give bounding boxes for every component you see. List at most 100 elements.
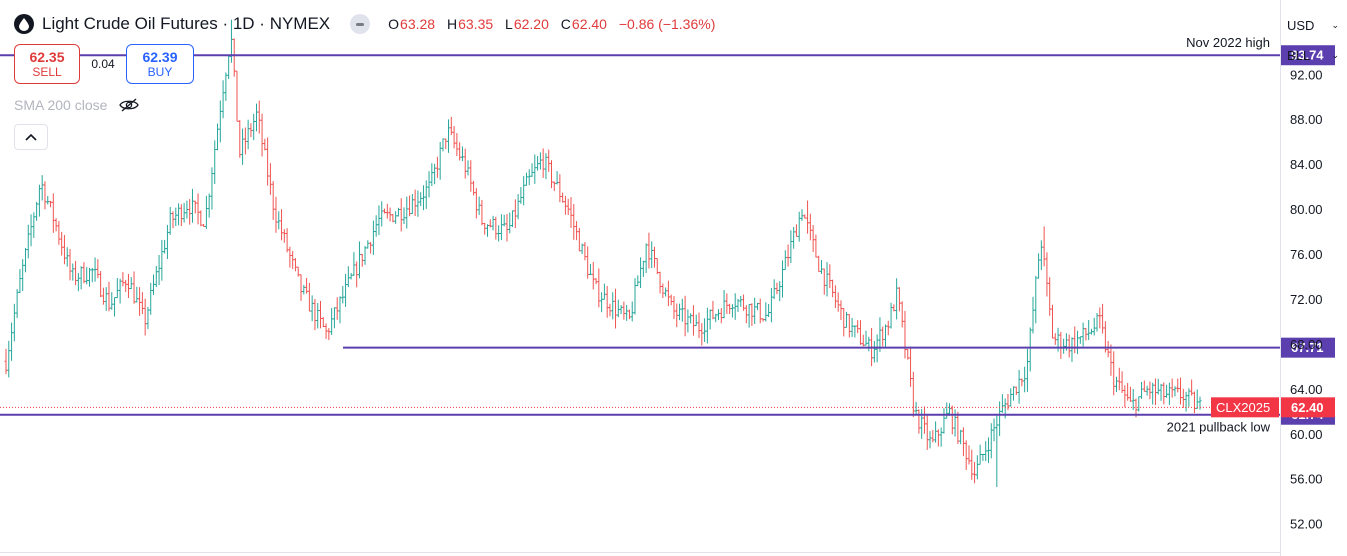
ohlc-bar — [1115, 376, 1119, 392]
ohlc-bar — [302, 285, 306, 295]
ohlc-bar — [697, 312, 701, 339]
unit-dropdown[interactable]: BLL ⌄ — [1283, 44, 1343, 66]
y-tick-label: 64.00 — [1290, 382, 1323, 397]
ohlc-bar — [257, 100, 261, 134]
ohlc-bar — [21, 259, 25, 291]
ohlc-bar — [1151, 382, 1155, 405]
ohlc-bar — [238, 120, 242, 158]
trade-panel: 62.35 SELL 0.04 62.39 BUY — [14, 44, 194, 84]
ohlc-bar — [675, 303, 679, 328]
currency-dropdown[interactable]: USD ⌄ — [1283, 14, 1343, 36]
ohlc-bar — [1048, 277, 1052, 316]
ohlc-bar — [282, 229, 286, 243]
ohlc-bar — [266, 137, 270, 186]
ohlc-bar — [452, 126, 456, 149]
ohlc-bar — [636, 275, 640, 287]
ohlc-bar — [327, 328, 331, 341]
ohlc-bar — [845, 311, 849, 328]
ohlc-bar — [213, 140, 217, 184]
ohlc-bar — [254, 103, 258, 132]
ohlc-bar — [747, 304, 751, 328]
ohlc-bar — [296, 266, 300, 277]
ohlc-bar — [491, 215, 495, 231]
ohlc-bar — [252, 113, 256, 141]
ohlc-bar — [917, 409, 921, 434]
ohlc-bar — [10, 322, 14, 361]
ohlc-bar — [121, 272, 125, 287]
ohlc-bar — [886, 320, 890, 336]
ohlc-bar — [772, 279, 776, 300]
y-tick-label: 68.00 — [1290, 337, 1323, 352]
ohlc-bar — [1167, 382, 1171, 406]
ohlc-bar — [224, 72, 228, 101]
ohlc-bar — [18, 269, 22, 294]
ohlc-bar — [85, 267, 89, 285]
ohlc-bar — [858, 320, 862, 345]
spread-value: 0.04 — [91, 57, 115, 71]
ohlc-bar — [497, 225, 501, 242]
ohlc-bar — [516, 193, 520, 220]
ohlc-bar — [583, 242, 587, 261]
ohlc-bar — [291, 250, 295, 269]
ohlc-bar — [689, 313, 693, 324]
ohlc-bar — [1045, 252, 1049, 297]
ohlc-bar — [62, 235, 66, 265]
ohlc-bar — [380, 201, 384, 227]
sma-label[interactable]: SMA 200 close — [14, 97, 108, 113]
ohlc-bar — [828, 264, 832, 289]
eye-hidden-icon[interactable] — [119, 97, 140, 113]
symbol-title[interactable]: Light Crude Oil Futures · 1D · NYMEX — [42, 14, 331, 33]
ohlc-bar — [104, 287, 108, 311]
ohlc-bar — [911, 371, 915, 417]
ohlc-bar — [185, 200, 189, 219]
ohlc-bar — [90, 267, 94, 283]
ohlc-bar — [1025, 348, 1029, 392]
ohlc-bar — [600, 292, 604, 313]
ohlc-bar — [547, 149, 551, 172]
ohlc-bar — [825, 262, 829, 297]
sell-price: 62.35 — [29, 48, 65, 65]
ohlc-bar — [936, 429, 940, 447]
ohlc-bar — [1095, 312, 1099, 332]
ohlc-bar — [138, 287, 142, 316]
ohlc-bar — [1179, 377, 1183, 405]
ohlc-bar — [268, 163, 272, 195]
collapse-legend-icon[interactable] — [350, 14, 371, 34]
ohlc-bar — [1162, 382, 1166, 405]
ohlc-bar — [594, 278, 598, 285]
ohlc-bar — [405, 196, 409, 229]
collapse-indicators-button[interactable] — [14, 124, 48, 150]
ohlc-bar — [939, 427, 943, 447]
ohlc-bar — [641, 260, 645, 277]
ohlc-bar — [416, 190, 420, 217]
ohlc-bar — [113, 297, 117, 317]
buy-button[interactable]: 62.39 BUY — [126, 44, 194, 84]
ohlc-bar — [728, 303, 732, 315]
sell-button[interactable]: 62.35 SELL — [14, 44, 80, 84]
ohlc-bar — [536, 156, 540, 171]
ohlc-bar — [324, 323, 328, 339]
level-price-label: 93.74 — [1281, 45, 1335, 66]
ohlc-bar — [995, 415, 999, 488]
ohlc-bar — [847, 314, 851, 338]
chevron-down-icon: ⌄ — [1331, 19, 1339, 30]
ohlc-bar — [196, 193, 200, 225]
ohlc-bar — [1014, 386, 1018, 395]
ohlc-bar — [586, 246, 590, 279]
ohlc-bar — [463, 148, 467, 179]
ohlc-bar — [74, 260, 78, 286]
ohlc-bar — [650, 241, 654, 269]
ohlc-bar — [811, 225, 815, 252]
ohlc-bar — [633, 278, 637, 315]
ohlc-bar — [54, 218, 58, 232]
ohlc-bar — [241, 128, 245, 165]
buy-price: 62.39 — [142, 48, 178, 65]
ohlc-bar — [171, 211, 175, 229]
ohlc-bar — [736, 298, 740, 312]
ohlc-bar — [761, 318, 765, 322]
ohlc-bar — [216, 123, 220, 151]
ohlc-bar — [669, 294, 673, 306]
ohlc-bar — [563, 195, 567, 215]
